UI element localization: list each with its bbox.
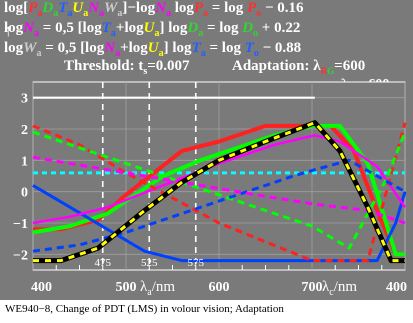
formula-seg-2-9: ] log: [159, 20, 187, 36]
formula-seg-1-10: a: [99, 8, 104, 19]
formula-row-3: logWa = 0,5 [logNa+logUa] logTa = log To…: [4, 40, 301, 59]
formula-seg-2-14: o: [253, 28, 258, 39]
x-tick-label: 600: [209, 280, 230, 295]
y-axis-arrow-icon: ↑: [4, 21, 13, 40]
formula-seg-2-15: + 0.22: [258, 20, 300, 36]
formula-seg-2-3: = 0,5 [log: [39, 20, 102, 36]
y-tick-label: 0: [21, 186, 28, 201]
formula-seg-1-17: P: [194, 0, 204, 16]
formula-seg-3-12: = log: [206, 40, 245, 56]
formula-seg-3-14: o: [254, 48, 259, 59]
formula-seg-3-5: a: [115, 48, 120, 59]
formula-seg-2-2: a: [34, 28, 39, 39]
formula-seg-3-3: = 0,5 [log: [42, 40, 105, 56]
formula-seg-1-2: a: [37, 8, 42, 19]
formula-seg-2-1: N: [22, 20, 35, 36]
formula-seg-3-7: U: [148, 40, 160, 56]
y-tick-label: −1: [13, 217, 28, 232]
formula-seg-2-4: T: [102, 20, 112, 36]
threshold-label: Threshold: ts=0.007: [64, 58, 190, 77]
plot-area: [32, 81, 407, 271]
formula-seg-3-8: a: [159, 48, 164, 59]
adaptation-label: Adaptation: λRG=600: [232, 58, 365, 76]
formula-seg-1-1: P: [28, 0, 38, 16]
formula-seg-3-0: log: [4, 40, 24, 56]
series-line-8: [32, 158, 406, 253]
x-tick-label: 500: [116, 280, 137, 295]
formula-seg-2-7: U: [144, 20, 156, 36]
formula-seg-3-4: N: [103, 40, 116, 56]
formula-seg-1-22: − 0.16: [261, 0, 304, 16]
series-line-7: [32, 130, 407, 250]
formula-seg-3-13: T: [245, 40, 255, 56]
formula-seg-2-8: a: [154, 28, 159, 39]
y-tick-label: 3: [21, 92, 28, 107]
x-tick-label: 700: [302, 280, 323, 295]
series-line-4: [32, 184, 407, 263]
series-line-11: [33, 121, 405, 263]
y-tick-labels: 3 2 1 0 −1 −2: [13, 92, 28, 264]
formula-seg-1-20: P: [247, 0, 257, 16]
formula-seg-2-10: D: [186, 20, 198, 36]
series-line-5: [32, 134, 407, 225]
formula-seg-1-6: a: [67, 8, 72, 19]
inner-tick-labels: 475 525 575: [95, 257, 205, 269]
formula-seg-1-16: log: [171, 0, 194, 16]
formula-seg-2-6: +log: [116, 20, 144, 36]
formula-seg-2-5: a: [111, 28, 116, 39]
formula-seg-3-11: a: [201, 48, 206, 59]
formula-seg-1-5: T: [58, 0, 68, 16]
chart-figure: log[PaDaTaUaNaWa]−logNa logPa = log Po −…: [0, 0, 413, 300]
inner-tick-label: 525: [141, 257, 158, 269]
formula-seg-1-19: = log: [208, 0, 247, 16]
formula-seg-1-7: U: [72, 0, 84, 16]
formula-seg-1-14: N: [154, 0, 167, 16]
series-line-9: [32, 155, 406, 225]
formula-seg-2-0: log: [4, 20, 24, 36]
x-axis-label-c: λc/nm: [322, 279, 357, 298]
figure-caption: WE940−8, Change of PDT (LMS) in volour v…: [5, 303, 284, 315]
formula-seg-3-6: +log: [120, 40, 148, 56]
x-tick-label: 400: [31, 280, 52, 295]
formula-seg-3-15: − 0.88: [259, 40, 301, 56]
series-line-6: [32, 122, 407, 263]
formula-seg-2-11: a: [198, 28, 203, 39]
formula-seg-2-12: = log: [203, 20, 242, 36]
formula-seg-3-9: ] log: [164, 40, 192, 56]
formula-seg-1-15: a: [166, 8, 171, 19]
y-tick-label: 2: [21, 123, 28, 138]
formula-seg-1-21: o: [256, 8, 261, 19]
series-line-3: [32, 123, 405, 257]
formula-seg-1-8: a: [83, 8, 88, 19]
y-tick-label: 1: [21, 154, 28, 169]
x-axis-label-a: λa/nm: [140, 279, 175, 298]
formula-seg-1-18: a: [203, 8, 208, 19]
x-tick-label: 400: [386, 280, 407, 295]
formula-seg-1-9: N: [87, 0, 100, 16]
formula-seg-1-3: D: [41, 0, 53, 16]
formula-seg-2-13: D: [241, 20, 253, 36]
formula-seg-3-1: W: [23, 40, 38, 56]
formula-row-2: logNa = 0,5 [logTa+logUa] logDa = log Do…: [4, 20, 300, 39]
inner-tick-label: 475: [95, 257, 112, 269]
formula-seg-1-12: a: [117, 8, 122, 19]
formula-seg-1-13: ]−log: [122, 0, 155, 16]
inner-tick-label: 575: [188, 257, 205, 269]
x-tick-labels: 400 500 600 700 400: [31, 280, 407, 295]
formula-seg-1-11: W: [104, 0, 119, 16]
formula-header: log[PaDaTaUaNaWa]−logNa logPa = log Po −…: [4, 0, 304, 59]
formula-seg-1-0: log[: [4, 0, 28, 16]
formula-seg-1-4: a: [53, 8, 58, 19]
formula-seg-3-2: a: [37, 48, 42, 59]
y-tick-label: −2: [13, 248, 28, 263]
formula-row-1: log[PaDaTaUaNaWa]−logNa logPa = log Po −…: [4, 0, 304, 19]
formula-seg-3-10: T: [192, 40, 202, 56]
